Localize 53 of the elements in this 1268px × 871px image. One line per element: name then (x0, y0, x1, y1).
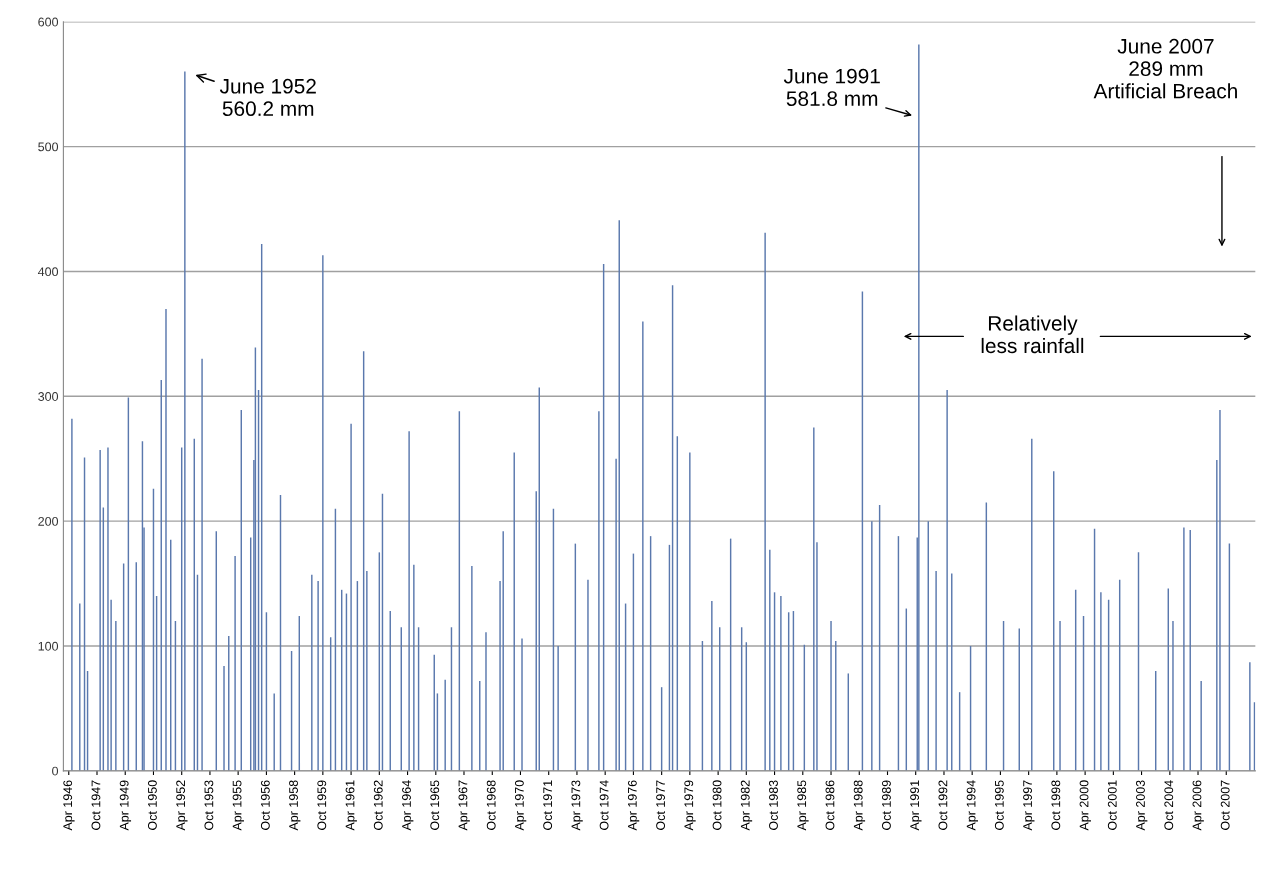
x-tick-label: Apr 1988 (853, 780, 866, 831)
x-tick-label: Oct 1986 (825, 780, 835, 830)
x-tick-label: Apr 1994 (966, 780, 978, 831)
x-tick-label: Oct 1962 (373, 780, 383, 830)
x-tick-label: Apr 2000 (1079, 780, 1091, 831)
x-tick-label: Oct 1977 (656, 780, 666, 830)
annotation: June 1952 560.2 mm (219, 78, 316, 117)
x-tick-label: Oct 1989 (882, 780, 891, 830)
x-tick-label: Apr 1961 (345, 780, 357, 831)
x-tick-label: Apr 2003 (1136, 780, 1148, 831)
x-tick-label: Oct 1995 (994, 780, 1004, 830)
y-tick-label: 500 (38, 142, 59, 152)
x-tick-label: Apr 1997 (1023, 780, 1035, 831)
x-tick-label: Oct 1998 (1051, 780, 1061, 830)
y-tick-label: 0 (52, 766, 59, 776)
x-tick-label: Apr 1952 (176, 780, 188, 831)
x-tick-label: Oct 1953 (204, 780, 214, 830)
x-tick-label: Apr 1958 (289, 780, 301, 831)
x-tick-label: Oct 2004 (1164, 780, 1174, 830)
annotation: June 2007 289 mm Artificial Breach (1093, 38, 1237, 99)
x-tick-label: Oct 1947 (91, 780, 101, 830)
y-tick-label: 400 (37, 267, 59, 277)
y-tick-label: 200 (38, 516, 59, 526)
x-tick-label: Oct 1968 (486, 780, 496, 830)
x-tick-label: Apr 1991 (910, 780, 922, 831)
x-tick-label: Apr 1976 (627, 780, 640, 831)
x-tick-label: Oct 1950 (147, 780, 157, 830)
x-tick-label: Oct 1974 (599, 780, 609, 830)
x-tick-label: Apr 1985 (797, 780, 809, 831)
x-tick-label: Apr 2006 (1192, 780, 1204, 831)
y-tick-label: 600 (38, 17, 59, 27)
x-tick-label: Oct 1980 (712, 780, 722, 830)
y-tick-label: 300 (38, 392, 59, 401)
x-tick-label: Oct 2001 (1107, 780, 1117, 830)
x-tick-label: Apr 1982 (740, 780, 753, 831)
x-tick-label: Apr 1970 (514, 780, 527, 831)
x-tick-label: Apr 1949 (119, 780, 132, 831)
x-tick-label: Oct 1992 (938, 780, 948, 830)
x-tick-label: Apr 1967 (458, 780, 470, 831)
annotation: June 1991 581.8 mm (783, 68, 880, 106)
annotation: Relatively less rainfall (981, 315, 1084, 354)
x-tick-label: Oct 1971 (543, 780, 553, 830)
x-tick-label: Oct 1959 (317, 780, 327, 830)
x-tick-label: Oct 1956 (260, 780, 270, 830)
x-tick-label: Apr 1964 (402, 780, 414, 831)
x-tick-label: Apr 1955 (232, 780, 244, 831)
x-tick-label: Apr 1979 (684, 780, 696, 831)
y-tick-label: 100 (38, 641, 59, 651)
x-tick-label: Apr 1946 (63, 780, 75, 831)
x-tick-label: Oct 1983 (769, 780, 778, 830)
x-tick-label: Oct 1965 (430, 780, 440, 830)
x-tick-label: Oct 2007 (1220, 780, 1230, 830)
x-tick-label: Apr 1973 (571, 780, 583, 831)
